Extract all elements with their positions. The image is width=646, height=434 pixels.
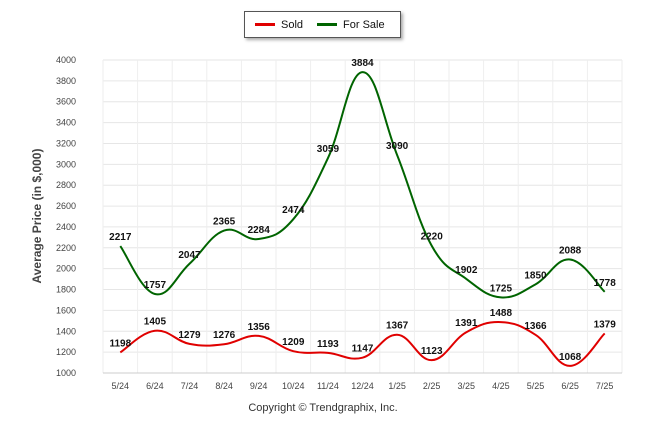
x-tick-label: 6/24 — [146, 381, 164, 391]
y-tick-label: 3800 — [56, 76, 76, 86]
data-label-for-sale: 1757 — [144, 280, 167, 291]
legend-swatch-sold — [255, 23, 275, 26]
x-tick-label: 5/25 — [527, 381, 545, 391]
data-label-sold: 1488 — [490, 308, 513, 319]
data-label-sold: 1405 — [144, 317, 167, 328]
x-tick-label: 6/25 — [561, 381, 579, 391]
data-label-sold: 1276 — [213, 330, 236, 341]
data-label-for-sale: 1902 — [455, 265, 478, 276]
data-label-for-sale: 1725 — [490, 283, 513, 294]
data-label-sold: 1279 — [178, 330, 201, 341]
y-tick-label: 3000 — [56, 159, 76, 169]
legend-item-sold[interactable]: Sold — [255, 19, 303, 31]
x-tick-label: 1/25 — [388, 381, 406, 391]
x-tick-label: 4/25 — [492, 381, 510, 391]
y-tick-label: 3200 — [56, 138, 76, 148]
series-line-sold — [119, 321, 606, 367]
copyright-credit: Copyright © Trendgraphix, Inc. — [248, 402, 398, 414]
legend-swatch-for-sale — [317, 23, 338, 26]
data-label-for-sale: 1850 — [524, 270, 547, 281]
x-tick-label: 5/24 — [112, 381, 130, 391]
data-label-for-sale: 1778 — [594, 278, 617, 289]
y-tick-label: 1000 — [56, 368, 76, 378]
y-tick-label: 1400 — [56, 326, 76, 336]
y-tick-label: 1600 — [56, 305, 76, 315]
grid-lines — [102, 59, 623, 374]
y-axis-label: Average Price (in $,000) — [30, 149, 44, 284]
x-tick-label: 7/24 — [181, 381, 199, 391]
y-tick-label: 4000 — [56, 55, 76, 65]
data-label-for-sale: 2088 — [559, 245, 582, 256]
data-label-sold: 1367 — [386, 321, 409, 332]
legend-label-for-sale: For Sale — [343, 18, 385, 31]
data-label-sold: 1379 — [594, 319, 617, 330]
legend-item-for-sale[interactable]: For Sale — [317, 19, 385, 31]
y-tick-label: 1200 — [56, 347, 76, 357]
x-tick-label: 10/24 — [282, 381, 305, 391]
data-label-for-sale: 2217 — [109, 232, 132, 243]
x-tick-label: 12/24 — [351, 381, 374, 391]
y-tick-label: 2000 — [56, 264, 76, 274]
data-label-for-sale: 3090 — [386, 141, 409, 152]
legend: Sold For Sale — [244, 11, 401, 38]
data-labels: 1198 1405 1279 1276 1356 1209 1193 1147 1367 1123… — [109, 58, 616, 363]
y-tick-label: 2600 — [56, 201, 76, 211]
data-label-for-sale: 3059 — [317, 144, 340, 155]
x-tick-label: 7/25 — [596, 381, 614, 391]
data-label-for-sale: 2284 — [248, 225, 271, 236]
x-tick-label: 3/25 — [458, 381, 476, 391]
data-label-sold: 1147 — [352, 344, 374, 355]
data-label-sold: 1193 — [317, 339, 339, 350]
x-tick-label: 8/24 — [215, 381, 233, 391]
x-tick-label: 2/25 — [423, 381, 441, 391]
y-tick-label: 3600 — [56, 97, 76, 107]
data-label-sold: 1209 — [282, 337, 305, 348]
data-label-for-sale: 3884 — [351, 58, 374, 69]
x-tick-label: 9/24 — [250, 381, 268, 391]
y-tick-label: 3400 — [56, 118, 76, 128]
data-label-sold: 1391 — [455, 318, 478, 329]
y-tick-label: 1800 — [56, 285, 76, 295]
data-label-for-sale: 2474 — [282, 205, 305, 216]
y-tick-label: 2400 — [56, 222, 76, 232]
data-label-sold: 1123 — [421, 346, 443, 357]
data-label-sold: 1068 — [559, 352, 582, 363]
y-axis-ticks: 1000 1200 1400 1600 1800 2000 2200 2400 2600 2800… — [56, 55, 76, 378]
data-label-sold: 1356 — [248, 322, 271, 333]
x-tick-label: 11/24 — [317, 381, 339, 391]
series-lines — [119, 71, 606, 367]
y-tick-label: 2800 — [56, 180, 76, 190]
x-axis-ticks: 5/24 6/24 7/24 8/24 9/24 10/24 11/24 12/24 1/25 2… — [112, 381, 614, 391]
data-label-sold: 1198 — [109, 338, 131, 349]
data-label-for-sale: 2365 — [213, 217, 236, 228]
data-label-sold: 1366 — [524, 321, 547, 332]
series-line-for-sale — [119, 71, 606, 299]
data-label-for-sale: 2047 — [178, 250, 201, 261]
legend-label-sold: Sold — [281, 18, 304, 31]
y-tick-label: 2200 — [56, 243, 76, 253]
data-label-for-sale: 2220 — [421, 232, 444, 243]
